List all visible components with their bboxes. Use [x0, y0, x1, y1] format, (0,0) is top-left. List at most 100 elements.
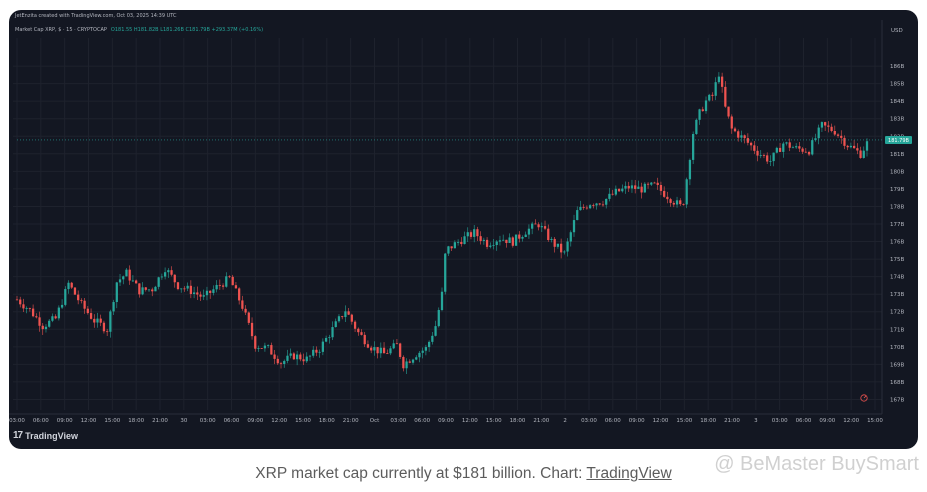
- price-tick-label: 181B: [890, 152, 904, 158]
- candle-body: [421, 350, 424, 353]
- candle-body: [279, 363, 283, 365]
- time-tick-label: 03:00: [581, 418, 597, 424]
- candle-body: [737, 131, 740, 138]
- candle-body: [418, 352, 421, 358]
- candle-body: [241, 300, 244, 309]
- candle-body: [856, 148, 859, 151]
- price-tick-label: 176B: [890, 240, 904, 246]
- candle-body: [788, 142, 791, 148]
- candle-body: [427, 341, 431, 348]
- candle-body: [247, 312, 250, 323]
- time-tick-label: 12:00: [462, 418, 478, 424]
- candle-body: [318, 351, 321, 353]
- candle-body: [28, 308, 32, 309]
- candle-body: [650, 182, 653, 185]
- candle-body: [86, 308, 89, 314]
- candle-body: [733, 128, 737, 132]
- candle-body: [518, 234, 521, 239]
- time-tick-label: 15:00: [295, 418, 311, 424]
- candle-body: [167, 270, 170, 273]
- price-tick-label: 174B: [890, 275, 904, 281]
- candle-body: [209, 290, 212, 293]
- candle-body: [778, 147, 782, 152]
- candle-body: [234, 285, 238, 289]
- candle-body: [682, 204, 685, 205]
- price-tick-label: 173B: [890, 292, 904, 298]
- candle-body: [675, 200, 679, 205]
- candle-body: [83, 300, 86, 309]
- candle-body: [360, 332, 363, 335]
- candle-body: [41, 325, 44, 330]
- candle-body: [350, 314, 353, 322]
- candle-body: [431, 335, 434, 342]
- candle-body: [263, 345, 267, 349]
- candle-body: [411, 359, 415, 363]
- candle-body: [782, 143, 785, 152]
- candle-body: [637, 186, 640, 189]
- candle-body: [556, 243, 560, 247]
- candle-body: [96, 318, 99, 323]
- candle-body: [630, 185, 634, 189]
- symbol-legend: Market Cap XRP, $ · 15 · CRYPTOCAP O181.5…: [15, 27, 263, 33]
- price-tick-label: 167B: [890, 397, 904, 403]
- candle-body: [511, 237, 514, 246]
- candle-body: [524, 234, 527, 237]
- candle-body: [798, 146, 801, 149]
- candle-body: [701, 109, 704, 112]
- caption-text: XRP market cap currently at $181 billion…: [255, 465, 587, 482]
- time-tick-label: 09:00: [819, 418, 835, 424]
- candle-body: [756, 150, 759, 156]
- candle-body: [73, 287, 77, 295]
- candle-body: [566, 241, 569, 252]
- time-tick-label: 18:00: [319, 418, 335, 424]
- candle-body: [328, 337, 331, 339]
- candle-body: [498, 240, 502, 242]
- time-tick-label: 03:00: [9, 418, 25, 424]
- candle-body: [601, 204, 605, 206]
- time-tick-label: 15:00: [486, 418, 502, 424]
- candle-body: [550, 238, 553, 241]
- candle-body: [560, 243, 563, 253]
- candle-body: [376, 347, 379, 354]
- time-tick-label: 06:00: [33, 418, 49, 424]
- tradingview-logo[interactable]: 17 TradingView: [13, 430, 78, 441]
- price-chart[interactable]: USD186B185B184B183B182B181B180B179B178B1…: [9, 10, 918, 449]
- candle-body: [370, 347, 373, 351]
- candle-body: [859, 150, 862, 158]
- candle-body: [176, 282, 180, 290]
- caption-link[interactable]: TradingView: [586, 465, 672, 482]
- created-by-line: JetEnzita created with TradingView.com, …: [15, 13, 177, 19]
- chart-card: JetEnzita created with TradingView.com, …: [9, 10, 918, 449]
- price-tick-label: 178B: [890, 204, 904, 210]
- time-tick-label: 03:00: [200, 418, 216, 424]
- candle-body: [692, 134, 695, 160]
- candle-body: [444, 253, 447, 292]
- candle-body: [656, 182, 659, 186]
- candle-body: [218, 284, 221, 286]
- candle-body: [830, 126, 833, 132]
- candle-body: [196, 292, 199, 295]
- candle-body: [659, 185, 663, 191]
- candle-body: [186, 285, 189, 289]
- candle-body: [865, 141, 869, 151]
- candle-body: [482, 239, 485, 241]
- ohlc-values: O181.55 H181.82B L181.26B C181.79B +293.…: [110, 27, 264, 33]
- candle-body: [717, 76, 721, 83]
- price-tick-label: 185B: [890, 82, 904, 88]
- candle-body: [99, 318, 102, 323]
- candle-body: [254, 336, 257, 349]
- candle-body: [653, 182, 656, 184]
- candle-body: [408, 361, 411, 363]
- time-tick-label: 06:00: [224, 418, 240, 424]
- tradingview-logo-text: TradingView: [25, 430, 78, 441]
- candle-body: [569, 232, 572, 242]
- candle-body: [592, 205, 595, 207]
- candle-body: [492, 245, 495, 246]
- candle-body: [679, 200, 682, 205]
- candle-body: [685, 179, 688, 205]
- candle-body: [131, 280, 135, 282]
- candle-body: [801, 148, 804, 152]
- candle-body: [292, 353, 296, 360]
- time-tick-label: 15:00: [867, 418, 883, 424]
- candle-body: [231, 276, 234, 286]
